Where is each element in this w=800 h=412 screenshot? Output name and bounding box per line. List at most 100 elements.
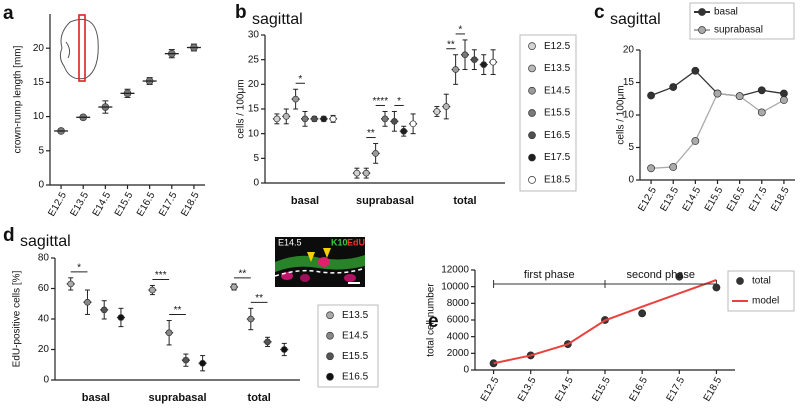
y-tick-label: 5 bbox=[628, 142, 634, 153]
x-tick-label: E14.5 bbox=[553, 375, 576, 404]
data-point bbox=[433, 108, 441, 115]
data-point bbox=[669, 163, 678, 171]
x-tick-label: E17.5 bbox=[747, 185, 770, 214]
y-axis-label: cells / 100μm bbox=[236, 79, 247, 138]
x-tick-label: E14.5 bbox=[681, 185, 704, 214]
legend-marker bbox=[528, 109, 536, 117]
panel-title: sagittal bbox=[20, 233, 71, 250]
data-point bbox=[409, 120, 417, 128]
data-point bbox=[320, 115, 328, 123]
x-tick-label: E15.5 bbox=[113, 190, 136, 219]
y-tick-label: 0 bbox=[628, 175, 634, 186]
data-point bbox=[301, 115, 309, 123]
y-axis-label: cells / 100μm bbox=[616, 85, 627, 144]
legend-label: E17.5 bbox=[544, 152, 571, 163]
data-point bbox=[669, 83, 678, 91]
data-point bbox=[372, 150, 379, 157]
data-point bbox=[100, 306, 108, 314]
data-point bbox=[381, 115, 389, 123]
legend-marker bbox=[528, 176, 536, 184]
significance-label: * bbox=[397, 96, 401, 107]
y-axis-label: EdU-positive cells [%] bbox=[12, 270, 23, 367]
data-point bbox=[391, 117, 398, 125]
y-tick-label: 30 bbox=[248, 30, 260, 41]
data-point bbox=[780, 89, 788, 98]
y-axis-label: total cell number bbox=[426, 283, 437, 357]
data-point bbox=[400, 127, 408, 135]
x-tick-label: E12.5 bbox=[479, 375, 502, 404]
x-tick-label: E13.5 bbox=[69, 190, 92, 219]
data-point bbox=[471, 56, 478, 64]
x-tick-label: E12.5 bbox=[636, 185, 659, 214]
panel-letter: d bbox=[3, 225, 15, 246]
embryo-sketch bbox=[59, 14, 99, 82]
legend-marker bbox=[528, 42, 536, 50]
y-tick-label: 10 bbox=[248, 128, 260, 139]
series-line bbox=[493, 279, 717, 365]
data-point bbox=[67, 280, 75, 288]
legend-label: E14.5 bbox=[342, 330, 369, 341]
y-tick-label: 2000 bbox=[447, 348, 470, 359]
significance-label: *** bbox=[155, 270, 167, 281]
y-tick-label: 20 bbox=[38, 344, 50, 355]
legend-marker bbox=[326, 331, 334, 340]
data-point bbox=[691, 66, 700, 75]
x-tick-label: E17.5 bbox=[157, 190, 180, 219]
data-point bbox=[329, 115, 337, 123]
y-tick-label: 0 bbox=[253, 178, 259, 189]
data-point bbox=[84, 298, 91, 306]
y-tick-label: 5 bbox=[253, 153, 259, 164]
x-tick-label: E16.5 bbox=[725, 185, 748, 214]
x-tick-label: E15.5 bbox=[590, 375, 613, 404]
data-point bbox=[480, 61, 488, 68]
significance-label: **** bbox=[373, 96, 389, 107]
x-group-label: suprabasal bbox=[356, 195, 414, 207]
x-tick-label: E18.5 bbox=[702, 375, 725, 404]
data-point bbox=[149, 286, 156, 294]
y-tick-label: 60 bbox=[38, 283, 50, 294]
legend-label: total bbox=[752, 276, 771, 287]
legend-marker bbox=[326, 352, 334, 361]
legend-label: suprabasal bbox=[714, 25, 763, 36]
panel-letter: a bbox=[3, 3, 14, 24]
data-point bbox=[353, 169, 361, 177]
x-group-label: total bbox=[453, 195, 476, 207]
legend-label: E13.5 bbox=[544, 63, 571, 74]
panel-letter: c bbox=[594, 2, 605, 23]
x-tick-label: E18.5 bbox=[769, 185, 792, 214]
panel-letter: e bbox=[428, 311, 439, 332]
data-point bbox=[489, 58, 497, 66]
panel-title: sagittal bbox=[252, 11, 303, 28]
significance-label: ** bbox=[174, 305, 182, 316]
significance-label: * bbox=[458, 25, 462, 36]
data-point bbox=[292, 95, 299, 103]
data-point bbox=[311, 115, 318, 123]
significance-label: ** bbox=[239, 269, 247, 280]
y-tick-label: 20 bbox=[623, 45, 635, 56]
x-group-label: basal bbox=[291, 195, 319, 207]
legend-label: basal bbox=[714, 7, 738, 18]
legend-box bbox=[317, 304, 379, 388]
legend-label: E14.5 bbox=[544, 85, 571, 96]
legend-label: E16.5 bbox=[342, 371, 369, 382]
data-point bbox=[691, 137, 700, 145]
y-tick-label: 10000 bbox=[441, 281, 469, 292]
data-point bbox=[280, 346, 288, 353]
significance-label: ** bbox=[367, 128, 375, 139]
x-tick-label: E15.5 bbox=[703, 185, 726, 214]
y-tick-label: 10 bbox=[623, 110, 635, 121]
y-tick-label: 0 bbox=[463, 365, 469, 376]
data-point bbox=[647, 91, 655, 100]
legend-marker bbox=[326, 311, 334, 320]
x-group-label: basal bbox=[82, 392, 110, 404]
data-point bbox=[182, 356, 190, 364]
y-tick-label: 40 bbox=[38, 314, 50, 325]
data-point bbox=[199, 359, 206, 367]
legend-marker bbox=[736, 277, 744, 285]
significance-label: * bbox=[77, 262, 81, 273]
legend-marker bbox=[528, 64, 536, 73]
data-point bbox=[757, 86, 766, 95]
data-point bbox=[165, 329, 173, 337]
y-tick-label: 20 bbox=[248, 79, 260, 90]
legend-marker bbox=[698, 8, 706, 16]
